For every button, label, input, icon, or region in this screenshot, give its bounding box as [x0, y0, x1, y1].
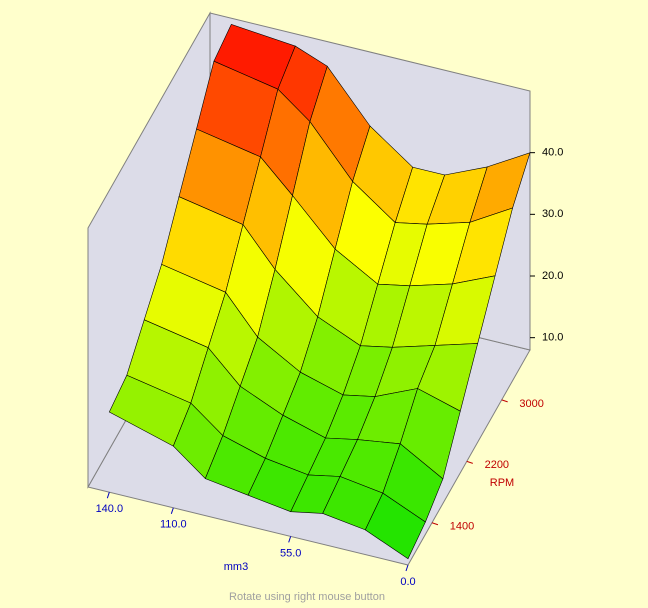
y-tick	[501, 399, 508, 403]
x-tick-label: 110.0	[160, 519, 187, 531]
z-tick-label: 30.0	[542, 208, 563, 220]
x-tick	[405, 564, 409, 572]
x-tick	[170, 507, 174, 514]
y-tick-label: 1400	[450, 521, 474, 533]
status-text: Rotate using right mouse button	[229, 591, 385, 603]
surface	[108, 24, 531, 560]
x-tick	[106, 492, 110, 499]
y-tick-label: 2200	[485, 459, 509, 471]
axis-labels: 10.0 20.0 30.0 40.0 140.0 110.0 55.0 0.0 1400 220…	[96, 147, 564, 588]
y-tick	[466, 460, 473, 464]
x-tick-label: 55.0	[280, 547, 301, 559]
x-axis-title: mm3	[224, 561, 248, 573]
z-tick-label: 10.0	[542, 332, 563, 344]
surface-patch	[364, 492, 426, 560]
x-tick	[288, 536, 292, 543]
y-tick	[431, 522, 439, 526]
y-tick-label: 3000	[519, 398, 543, 410]
x-tick-label: 140.0	[96, 503, 124, 515]
z-tick-label: 40.0	[542, 147, 563, 159]
x-tick-label: 0.0	[400, 576, 415, 588]
y-axis-title: RPM	[490, 477, 514, 489]
z-tick-label: 20.0	[542, 270, 563, 282]
